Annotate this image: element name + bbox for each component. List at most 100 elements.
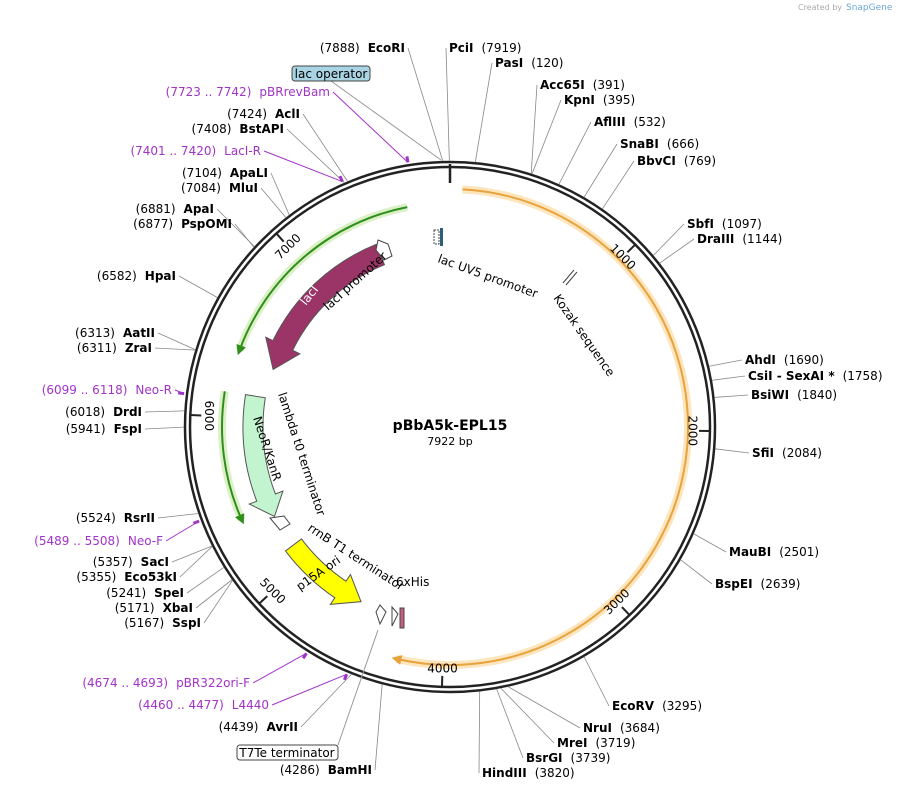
enzyme-position: (7104) <box>182 166 222 180</box>
enzyme-label: (5357) SacI <box>93 555 169 569</box>
enzyme-position: (1758) <box>843 369 883 383</box>
enzyme-name: Eco53kI <box>124 570 177 584</box>
primer-leader <box>252 652 307 684</box>
enzyme-position: (6311) <box>77 341 117 355</box>
enzyme-name: FspI <box>114 422 142 436</box>
enzyme-label: BsrGI (3739) <box>526 751 610 765</box>
enzyme-name: EcoRI <box>368 41 405 55</box>
enzyme-label: AflIII (532) <box>594 115 666 129</box>
enzyme-position: (7084) <box>181 181 221 195</box>
enzyme-name: PspOMI <box>181 217 232 231</box>
primer-mark <box>342 673 349 681</box>
feature-arc <box>391 188 689 666</box>
enzyme-leader <box>500 687 555 744</box>
enzyme-label: (6313) AatII <box>75 326 155 340</box>
primer-name: pBR322ori-F <box>176 676 250 690</box>
primer-mark <box>338 175 344 183</box>
enzyme-label: (7104) ApaLI <box>182 166 268 180</box>
enzyme-name: AvrII <box>266 720 298 734</box>
enzyme-position: (5171) <box>115 601 155 615</box>
enzyme-position: (2501) <box>779 545 819 559</box>
enzyme-name: BbvCI <box>637 154 676 168</box>
enzyme-position: (7919) <box>482 41 522 55</box>
feature-arc <box>221 391 245 525</box>
primer-mark <box>301 652 308 660</box>
primer-mark <box>405 156 410 163</box>
enzyme-position: (395) <box>603 93 635 107</box>
primer-range: (5489 .. 5508) <box>34 534 120 548</box>
enzyme-label: (5355) Eco53kI <box>76 570 177 584</box>
enzyme-leader <box>144 426 185 430</box>
enzyme-label: SbfI (1097) <box>687 217 762 231</box>
brand: SnapGene <box>846 3 893 13</box>
enzyme-position: (6877) <box>133 217 173 231</box>
enzyme-position: (6313) <box>75 326 115 340</box>
enzyme-position: (3719) <box>595 736 635 750</box>
enzyme-name: ApaLI <box>230 166 268 180</box>
enzyme-leader <box>680 559 713 585</box>
enzyme-name: BamHI <box>328 763 372 777</box>
enzyme-label: (6881) ApaI <box>136 202 214 216</box>
enzyme-label: (6311) ZraI <box>77 341 152 355</box>
primer-leader <box>165 520 200 542</box>
primer-label: (7401 .. 7420) LacI-R <box>130 144 261 158</box>
kozak-glyph <box>562 269 578 286</box>
enzyme-label: PciI (7919) <box>449 41 521 55</box>
enzyme-label: DraIII (1144) <box>697 232 782 246</box>
enzyme-label: Acc65I (391) <box>540 78 625 92</box>
feature-label: 6xHis <box>396 575 429 589</box>
enzyme-position: (5357) <box>93 555 133 569</box>
enzyme-position: (1097) <box>722 217 762 231</box>
primer-mark <box>192 519 200 525</box>
enzyme-position: (6018) <box>65 405 105 419</box>
primer-range: (7401 .. 7420) <box>130 144 216 158</box>
enzyme-name: SspI <box>172 616 201 630</box>
enzyme-position: (2639) <box>761 577 801 591</box>
primer-label: (4460 .. 4477) L4440 <box>138 698 269 712</box>
enzyme-leader <box>374 684 383 771</box>
enzyme-position: (3739) <box>571 751 611 765</box>
enzyme-name: AflIII <box>594 115 626 129</box>
enzyme-label: (5241) SpeI <box>106 586 184 600</box>
promoter-glyph <box>375 239 393 261</box>
enzyme-leader <box>602 160 635 210</box>
feature-box <box>236 744 339 761</box>
enzyme-leader <box>144 410 185 413</box>
primer-leader <box>263 150 343 183</box>
feature-label: lambda t0 terminator <box>275 391 328 518</box>
enzyme-leader <box>300 673 352 728</box>
enzyme-name: SnaBI <box>620 137 659 151</box>
enzyme-name: AhdI <box>745 353 776 367</box>
enzyme-leader <box>195 579 233 609</box>
enzyme-position: (7408) <box>192 122 232 136</box>
enzyme-leader <box>154 347 196 351</box>
enzyme-leader <box>270 172 290 216</box>
feature-label: lac operator <box>295 67 368 81</box>
enzyme-label: (5167) SspI <box>124 616 201 630</box>
enzyme-name: ZraI <box>125 341 152 355</box>
enzyme-name: SfiI <box>752 446 774 460</box>
enzyme-position: (5941) <box>66 422 106 436</box>
enzyme-name: CsiI - SexAI * <box>748 369 835 383</box>
feature-label: Kozak sequence <box>551 292 618 379</box>
enzyme-label: (7424) AclI <box>227 107 300 121</box>
enzyme-leader <box>583 656 610 707</box>
enzyme-label: (5171) XbaI <box>115 601 193 615</box>
enzyme-leader <box>711 375 746 381</box>
enzyme-leader <box>715 448 750 454</box>
feature-arc <box>236 206 408 356</box>
enzyme-position: (391) <box>593 78 625 92</box>
enzyme-name: BsrGI <box>526 751 563 765</box>
ring-tick <box>275 232 285 243</box>
enzyme-name: EcoRV <box>612 699 655 713</box>
enzyme-leader <box>530 84 538 174</box>
primer-leader <box>271 673 347 706</box>
primer-range: (7723 .. 7742) <box>166 85 252 99</box>
enzyme-position: (7888) <box>320 41 360 55</box>
feature-arrow <box>284 538 362 606</box>
enzyme-name: SacI <box>141 555 169 569</box>
enzyme-name: HpaI <box>145 269 176 283</box>
enzyme-label: MauBI (2501) <box>729 545 819 559</box>
enzyme-label: AhdI (1690) <box>745 353 824 367</box>
